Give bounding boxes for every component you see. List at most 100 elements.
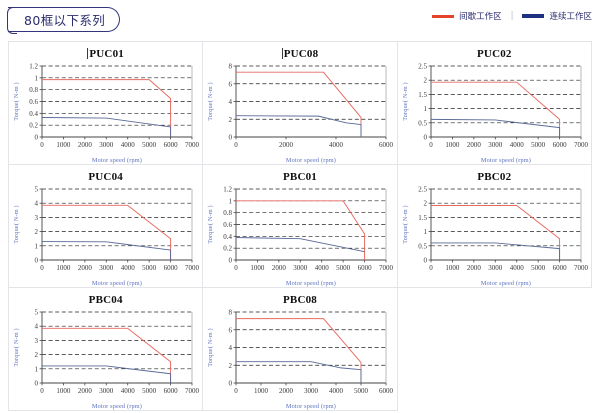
x-tick-label: 3000 <box>304 387 319 395</box>
series-line-intermittent <box>236 318 362 383</box>
y-axis-title: Torque( N-m ) <box>402 205 409 244</box>
series-line-continuous <box>236 115 362 137</box>
x-tick-label: 4000 <box>329 387 344 395</box>
chart-title-text: PBC04 <box>88 294 123 306</box>
chart-title: PBC08 <box>203 294 396 306</box>
x-tick-label: 2000 <box>78 264 93 272</box>
series-line-continuous <box>236 361 362 383</box>
y-tick-label: 1 <box>423 228 427 236</box>
y-tick-label: 0.4 <box>224 233 233 241</box>
x-tick-label: 2000 <box>467 264 482 272</box>
x-tick-label: 6000 <box>164 387 179 395</box>
page-header: 80框以下系列 间歇工作区 | 连续工作区 <box>0 0 600 38</box>
x-tick-label: 4000 <box>121 141 136 149</box>
y-tick-label: 2 <box>35 228 39 236</box>
x-tick-label: 1000 <box>56 387 71 395</box>
y-tick-label: 0 <box>229 257 233 265</box>
series-line-intermittent <box>430 204 560 260</box>
x-tick-label: 5000 <box>142 264 157 272</box>
y-tick-label: 2 <box>229 362 233 370</box>
y-tick-label: 8 <box>229 63 233 71</box>
y-tick-label: 0.8 <box>29 86 38 94</box>
y-tick-label: 1.2 <box>224 186 233 194</box>
x-tick-label: 2000 <box>279 387 294 395</box>
x-tick-label: 3000 <box>99 264 114 272</box>
y-tick-label: 0.6 <box>224 221 233 229</box>
y-tick-label: 0 <box>423 134 427 142</box>
x-tick-label: 1000 <box>251 264 266 272</box>
legend-swatch-blue-icon <box>522 14 545 18</box>
x-tick-label: 7000 <box>185 264 200 272</box>
y-tick-label: 1 <box>229 197 233 205</box>
chart-title-text: PBC02 <box>477 171 512 183</box>
x-tick-label: 6000 <box>379 387 394 395</box>
y-tick-label: 2 <box>423 77 427 85</box>
x-axis-title: Motor speed (rpm) <box>286 280 336 287</box>
x-axis-title: Motor speed (rpm) <box>286 157 336 164</box>
y-tick-label: 0.2 <box>29 122 38 130</box>
x-tick-label: 3000 <box>488 141 503 149</box>
y-tick-label: 0.5 <box>418 119 427 127</box>
x-axis-title: Motor speed (rpm) <box>286 403 336 410</box>
chart-title-text: PBC08 <box>282 294 317 306</box>
chart-plot-pbc02: 0 0.5 1 1.5 2 2.5 0 1000 2000 3000 4000 5000 6000 700… <box>402 186 589 288</box>
y-tick-label: 0.6 <box>29 98 38 106</box>
series-tab[interactable]: 80框以下系列 <box>6 6 121 35</box>
y-tick-label: 2 <box>35 351 39 359</box>
x-tick-label: 7000 <box>185 387 200 395</box>
y-tick-label: 0.4 <box>29 110 38 118</box>
x-tick-label: 6000 <box>552 264 567 272</box>
x-tick-label: 3000 <box>488 264 503 272</box>
chart-plot-pbc01: 0 0.2 0.4 0.6 0.8 1 1.2 0 1000 2000 3000 4000 5000 60… <box>207 186 394 288</box>
x-tick-label: 5000 <box>336 264 351 272</box>
series-line-intermittent <box>236 200 366 260</box>
chart-plot-puc02: 0 0.5 1 1.5 2 2.5 0 1000 2000 3000 4000 5000 6000 700… <box>402 63 589 165</box>
x-tick-label: 0 <box>235 264 239 272</box>
charts-grid: PUC01 0 0.2 0.4 0.6 0.8 1 1.2 0 1000 2000 3000 4000 5… <box>8 41 592 411</box>
series-line-continuous <box>430 242 560 260</box>
x-tick-label: 3000 <box>99 141 114 149</box>
y-tick-label: 0 <box>229 134 233 142</box>
y-tick-label: 3 <box>35 214 39 222</box>
x-tick-label: 2000 <box>78 141 93 149</box>
chart-title: PBC02 <box>398 171 591 183</box>
chart-cell-puc04: PUC04 0 1 2 3 4 5 0 1000 2000 3000 4000 5000 6000 7000… <box>9 165 204 288</box>
series-tab-label: 80框以下系列 <box>24 13 106 28</box>
x-tick-label: 0 <box>235 141 239 149</box>
y-axis-title: Torque( N-m ) <box>13 205 20 244</box>
x-tick-label: 6000 <box>552 141 567 149</box>
y-tick-label: 0 <box>423 257 427 265</box>
x-tick-label: 4000 <box>121 387 136 395</box>
text-caret-icon <box>87 48 89 59</box>
x-tick-label: 5000 <box>531 264 546 272</box>
x-tick-label: 1000 <box>445 264 460 272</box>
y-tick-label: 0 <box>229 380 233 388</box>
y-tick-label: 5 <box>35 186 39 194</box>
chart-cell-pbc01: PBC01 0 0.2 0.4 0.6 0.8 1 1.2 0 1000 2000 3000 4000 5… <box>203 165 398 288</box>
y-tick-label: 4 <box>35 200 39 208</box>
y-tick-label: 6 <box>229 80 233 88</box>
chart-cell-pbc08: PBC08 0 2 4 6 8 0 1000 2000 3000 4000 5000 6000 Motor… <box>203 288 398 411</box>
empty-cell <box>397 288 592 411</box>
y-tick-label: 3 <box>35 337 39 345</box>
charts-row: PBC04 0 1 2 3 4 5 0 1000 2000 3000 4000 5000 6000 7000… <box>9 288 592 411</box>
y-tick-label: 0 <box>35 380 39 388</box>
x-tick-label: 6000 <box>164 264 179 272</box>
x-tick-label: 1000 <box>56 264 71 272</box>
x-tick-label: 6000 <box>358 264 373 272</box>
series-line-intermittent <box>430 81 560 137</box>
y-tick-label: 6 <box>229 326 233 334</box>
series-line-intermittent <box>42 79 172 137</box>
x-tick-label: 6000 <box>164 141 179 149</box>
x-tick-label: 1000 <box>254 387 269 395</box>
y-tick-label: 4 <box>35 323 39 331</box>
x-tick-label: 4000 <box>509 264 524 272</box>
x-tick-label: 7000 <box>574 264 589 272</box>
x-tick-label: 0 <box>40 264 44 272</box>
x-tick-label: 3000 <box>99 387 114 395</box>
x-tick-label: 1000 <box>445 141 460 149</box>
chart-title: PBC04 <box>9 294 202 306</box>
x-tick-label: 2000 <box>467 141 482 149</box>
x-axis-title: Motor speed (rpm) <box>481 157 531 164</box>
x-axis-title: Motor speed (rpm) <box>92 280 142 287</box>
